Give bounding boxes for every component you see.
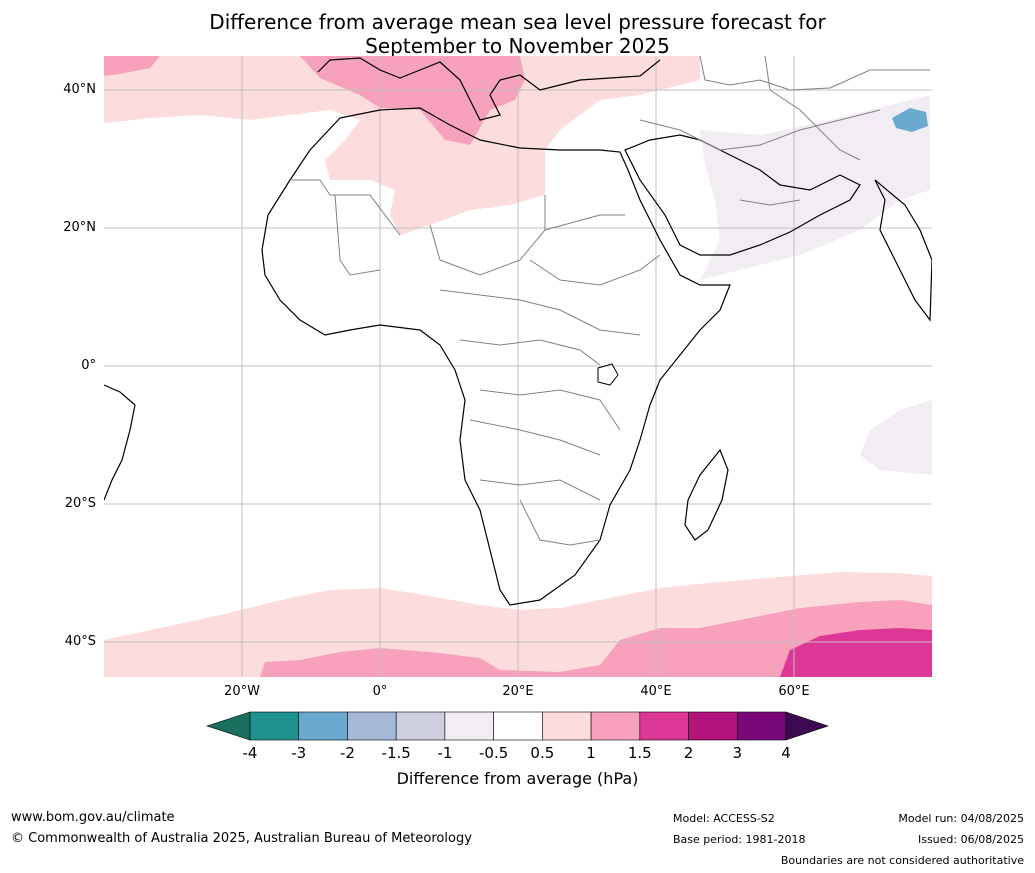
colorbar-swatch — [493, 711, 543, 741]
lon-label-60e: 60°E — [778, 684, 810, 699]
footer-url[interactable]: www.bom.gov.au/climate — [11, 810, 175, 825]
colorbar-swatch — [347, 711, 397, 741]
footer-model-run: Model run: 04/08/2025 — [898, 812, 1024, 825]
colorbar-swatch — [395, 711, 446, 741]
madagascar-coastline — [684, 448, 729, 541]
footer-model: Model: ACCESS-S2 — [673, 812, 775, 825]
south-america-coastline — [104, 384, 136, 501]
colorbar-tick-label: 1 — [586, 744, 596, 762]
colorbar-tick-label: 3 — [732, 744, 743, 762]
colorbar-swatch — [688, 711, 738, 741]
footer-copyright: © Commonwealth of Australia 2025, Austra… — [11, 831, 472, 846]
country-borders — [290, 56, 930, 546]
colorbar-tick-label: 2 — [683, 744, 694, 762]
anomaly-region-north-light — [104, 56, 700, 235]
india-coastline — [874, 179, 932, 322]
anomaly-region-south-strong — [780, 628, 932, 677]
anomaly-region-indian-ocean — [860, 400, 932, 475]
lat-label-40n: 40°N — [63, 82, 96, 97]
chart-title: Difference from average mean sea level p… — [0, 10, 1035, 58]
lat-label-0: 0° — [81, 358, 96, 373]
colorbar-tick-label: -2 — [339, 744, 355, 762]
lat-label-20n: 20°N — [63, 220, 96, 235]
colorbar-arrow-high — [785, 711, 829, 741]
graticule — [104, 56, 932, 677]
colorbar-swatch — [590, 711, 641, 741]
colorbar-swatch — [444, 711, 494, 741]
colorbar-tick-label: -0.5 — [478, 744, 509, 762]
colorbar-swatch — [542, 711, 592, 741]
anomaly-region-mediterranean — [104, 56, 160, 76]
footer-base-period: Base period: 1981-2018 — [673, 833, 806, 846]
colorbar-tick-label: -1 — [437, 744, 453, 762]
anomaly-region-europe — [300, 56, 525, 145]
colorbar-tick-label: -3 — [291, 744, 307, 762]
lon-label-20e: 20°E — [502, 684, 534, 699]
colorbar-tick-label: 4 — [781, 744, 791, 762]
colorbar-tick-label: -4 — [242, 744, 258, 762]
colorbar-swatch — [736, 711, 787, 741]
lat-label-20s: 20°S — [64, 496, 96, 511]
lake-victoria — [597, 363, 619, 386]
colorbar-tick-label: 1.5 — [627, 744, 652, 762]
lat-label-40s: 40°S — [64, 634, 96, 649]
lon-label-0: 0° — [372, 684, 388, 699]
colorbar-label: Difference from average (hPa) — [396, 769, 639, 788]
colorbar-swatch — [298, 711, 348, 741]
footer-issued: Issued: 06/08/2025 — [917, 833, 1024, 846]
anomaly-region-south-medium — [260, 600, 932, 677]
europe-coastline — [317, 57, 661, 121]
colorbar-arrow-low — [206, 711, 251, 741]
footer-disclaimer: Boundaries are not considered authoritat… — [780, 854, 1024, 867]
colorbar-tick-label: 0.5 — [530, 744, 555, 762]
anomaly-region-himalaya — [892, 108, 928, 132]
lon-label-40e: 40°E — [640, 684, 672, 699]
colorbar-tick-label: -1.5 — [381, 744, 411, 762]
chart-title-line1: Difference from average mean sea level p… — [209, 10, 826, 34]
lon-label-20w: 20°W — [224, 684, 260, 699]
colorbar-swatch — [639, 711, 689, 741]
colorbar — [206, 711, 829, 741]
colorbar-swatch — [249, 711, 300, 741]
chart-title-line2: September to November 2025 — [365, 34, 670, 58]
